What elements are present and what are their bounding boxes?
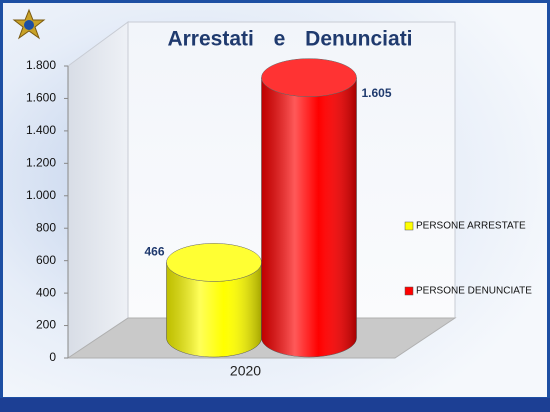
y-tick-label: 600: [36, 253, 56, 267]
y-tick-label: 1.600: [26, 91, 56, 105]
cylinder-top-shade: [261, 58, 357, 97]
logo: [12, 8, 46, 40]
y-tick-label: 200: [36, 318, 56, 332]
legend-swatch: [404, 286, 414, 296]
side-wall: [67, 21, 129, 359]
y-tick-label: 1.000: [26, 188, 56, 202]
y-tick-label: 400: [36, 285, 56, 299]
x-tick-label: 2020: [230, 363, 261, 379]
cylinder-shade: [261, 77, 357, 357]
value-label: 1.605: [361, 86, 391, 100]
y-tick-label: 1.400: [26, 123, 56, 137]
y-tick-label: 1.800: [26, 58, 56, 72]
cylinder-top-shade: [166, 243, 262, 282]
legend-label: PERSONE ARRESTATE: [416, 221, 526, 232]
chart-title: Arrestati e Denunciati: [167, 28, 412, 51]
value-label: 466: [144, 245, 164, 259]
cylinder-shade: [166, 262, 262, 357]
y-tick-label: 0: [49, 350, 56, 364]
cylinder-top: [261, 58, 357, 97]
legend-swatch: [404, 221, 414, 231]
y-tick-label: 1.200: [26, 156, 56, 170]
y-tick-label: 800: [36, 220, 56, 234]
legend-label: PERSONE DENUNCIATE: [416, 286, 532, 297]
footer-bar: [0, 398, 550, 412]
